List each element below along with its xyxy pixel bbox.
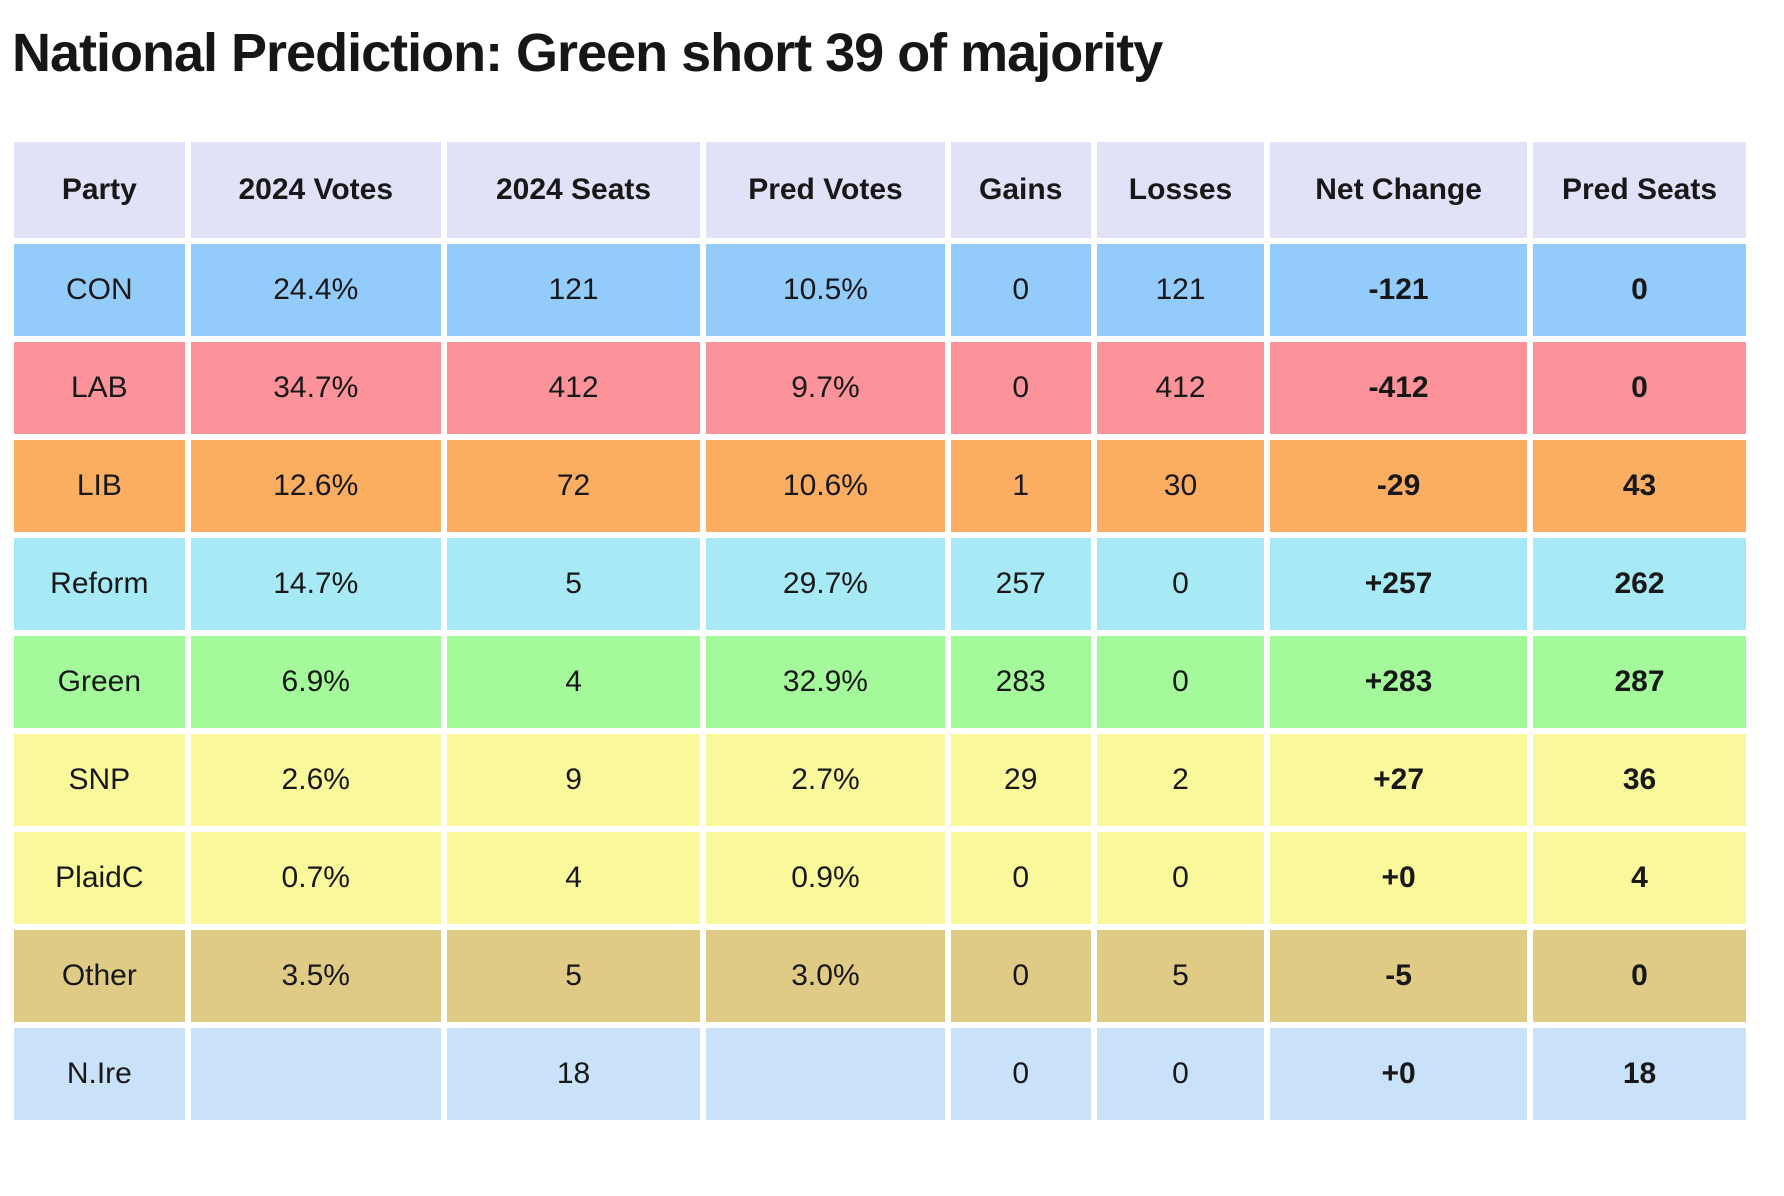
cell-votes_2024: 12.6%	[190, 440, 441, 533]
table-row-plaidc: PlaidC 0.7% 4 0.9% 0 0 +0 4	[14, 832, 1746, 925]
table-row-reform: Reform 14.7% 5 29.7% 257 0 +257 262	[14, 538, 1746, 631]
cell-net_change: -29	[1270, 440, 1528, 533]
cell-pred_votes: 3.0%	[706, 930, 945, 1023]
cell-losses: 121	[1096, 244, 1265, 337]
column-header-gains: Gains	[950, 142, 1091, 239]
page: National Prediction: Green short 39 of m…	[0, 22, 1784, 1126]
cell-losses: 0	[1096, 538, 1265, 631]
page-title: National Prediction: Green short 39 of m…	[12, 23, 1163, 83]
cell-net_change: +0	[1270, 832, 1528, 925]
cell-gains: 0	[950, 930, 1091, 1023]
cell-net_change: +257	[1270, 538, 1528, 631]
cell-net_change: +0	[1270, 1028, 1528, 1121]
cell-net_change: +283	[1270, 636, 1528, 729]
column-header-pred_seats: Pred Seats	[1533, 142, 1746, 239]
cell-gains: 0	[950, 1028, 1091, 1121]
cell-net_change: -412	[1270, 342, 1528, 435]
cell-gains: 283	[950, 636, 1091, 729]
column-header-seats_2024: 2024 Seats	[446, 142, 701, 239]
cell-pred_votes: 2.7%	[706, 734, 945, 827]
cell-net_change: -5	[1270, 930, 1528, 1023]
table-row-con: CON 24.4% 121 10.5% 0 121 -121 0	[14, 244, 1746, 337]
national-prediction-table: Party 2024 Votes 2024 Seats Pred Votes Gains…	[8, 136, 1752, 1126]
cell-pred_votes: 29.7%	[706, 538, 945, 631]
cell-losses: 412	[1096, 342, 1265, 435]
cell-pred_votes: 0.9%	[706, 832, 945, 925]
table-row-lib: LIB 12.6% 72 10.6% 1 30 -29 43	[14, 440, 1746, 533]
column-header-losses: Losses	[1096, 142, 1265, 239]
cell-losses: 30	[1096, 440, 1265, 533]
cell-votes_2024: 3.5%	[190, 930, 441, 1023]
column-header-pred_votes: Pred Votes	[706, 142, 945, 239]
cell-party: N.Ire	[14, 1028, 185, 1121]
cell-votes_2024: 6.9%	[190, 636, 441, 729]
cell-losses: 0	[1096, 832, 1265, 925]
cell-pred_seats: 262	[1533, 538, 1746, 631]
cell-seats_2024: 9	[446, 734, 701, 827]
cell-votes_2024: 0.7%	[190, 832, 441, 925]
cell-votes_2024: 34.7%	[190, 342, 441, 435]
cell-votes_2024: 24.4%	[190, 244, 441, 337]
cell-losses: 5	[1096, 930, 1265, 1023]
cell-gains: 1	[950, 440, 1091, 533]
cell-pred_votes: 9.7%	[706, 342, 945, 435]
cell-party: Green	[14, 636, 185, 729]
table-row-lab: LAB 34.7% 412 9.7% 0 412 -412 0	[14, 342, 1746, 435]
cell-pred_votes: 10.5%	[706, 244, 945, 337]
cell-losses: 0	[1096, 1028, 1265, 1121]
cell-seats_2024: 121	[446, 244, 701, 337]
cell-party: PlaidC	[14, 832, 185, 925]
cell-seats_2024: 412	[446, 342, 701, 435]
cell-gains: 29	[950, 734, 1091, 827]
cell-seats_2024: 4	[446, 636, 701, 729]
cell-pred_votes	[706, 1028, 945, 1121]
column-header-votes_2024: 2024 Votes	[190, 142, 441, 239]
cell-pred_seats: 4	[1533, 832, 1746, 925]
cell-party: CON	[14, 244, 185, 337]
cell-net_change: +27	[1270, 734, 1528, 827]
table-row-green: Green 6.9% 4 32.9% 283 0 +283 287	[14, 636, 1746, 729]
cell-pred_seats: 287	[1533, 636, 1746, 729]
cell-votes_2024: 14.7%	[190, 538, 441, 631]
cell-votes_2024: 2.6%	[190, 734, 441, 827]
table-row-other: Other 3.5% 5 3.0% 0 5 -5 0	[14, 930, 1746, 1023]
cell-losses: 0	[1096, 636, 1265, 729]
cell-pred_seats: 43	[1533, 440, 1746, 533]
cell-pred_seats: 0	[1533, 930, 1746, 1023]
cell-pred_seats: 0	[1533, 342, 1746, 435]
cell-seats_2024: 72	[446, 440, 701, 533]
cell-gains: 257	[950, 538, 1091, 631]
column-header-party: Party	[14, 142, 185, 239]
cell-pred_seats: 18	[1533, 1028, 1746, 1121]
cell-pred_seats: 36	[1533, 734, 1746, 827]
cell-losses: 2	[1096, 734, 1265, 827]
cell-seats_2024: 18	[446, 1028, 701, 1121]
cell-seats_2024: 5	[446, 930, 701, 1023]
header-row: Party 2024 Votes 2024 Seats Pred Votes Gains…	[14, 142, 1746, 239]
cell-party: SNP	[14, 734, 185, 827]
cell-net_change: -121	[1270, 244, 1528, 337]
cell-pred_seats: 0	[1533, 244, 1746, 337]
cell-party: LAB	[14, 342, 185, 435]
cell-votes_2024	[190, 1028, 441, 1121]
table-row-nire: N.Ire 18 0 0 +0 18	[14, 1028, 1746, 1121]
cell-party: Other	[14, 930, 185, 1023]
column-header-net_change: Net Change	[1270, 142, 1528, 239]
cell-party: Reform	[14, 538, 185, 631]
cell-gains: 0	[950, 342, 1091, 435]
cell-pred_votes: 10.6%	[706, 440, 945, 533]
cell-party: LIB	[14, 440, 185, 533]
table-row-snp: SNP 2.6% 9 2.7% 29 2 +27 36	[14, 734, 1746, 827]
cell-seats_2024: 5	[446, 538, 701, 631]
cell-gains: 0	[950, 244, 1091, 337]
cell-seats_2024: 4	[446, 832, 701, 925]
cell-pred_votes: 32.9%	[706, 636, 945, 729]
table-body: CON 24.4% 121 10.5% 0 121 -121 0 LAB 34.7% 412 9.7%…	[14, 244, 1746, 1121]
cell-gains: 0	[950, 832, 1091, 925]
